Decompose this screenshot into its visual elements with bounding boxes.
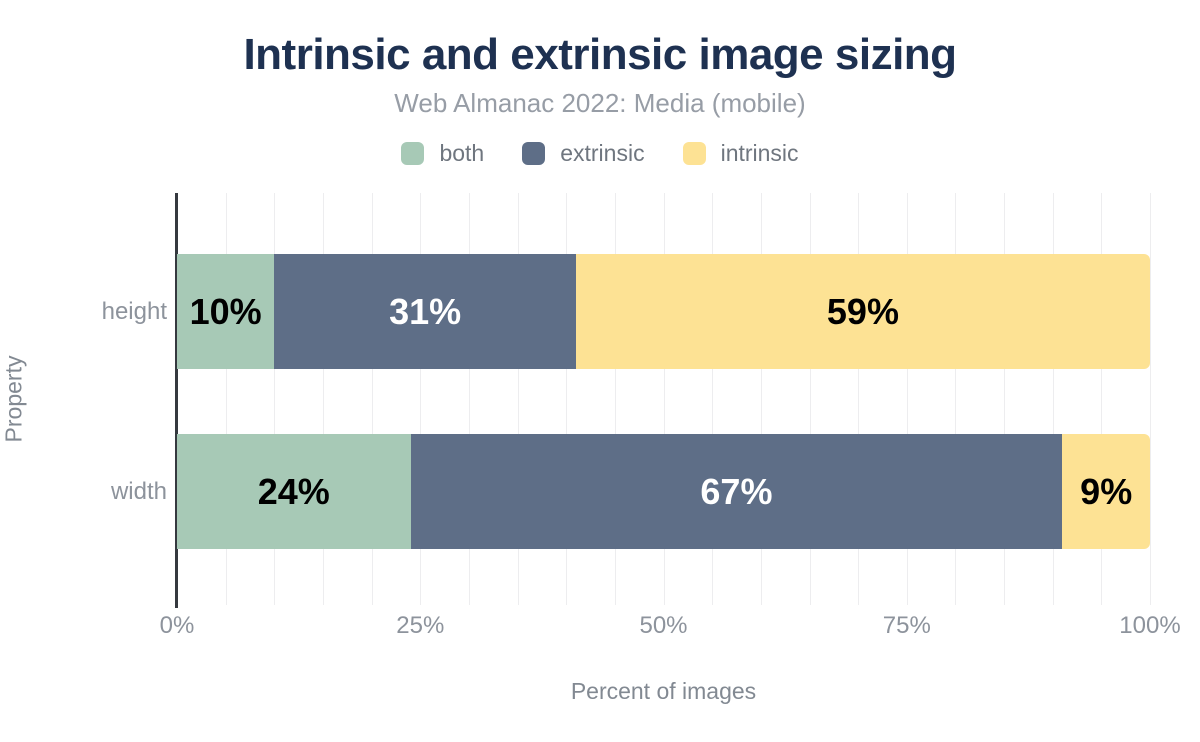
bar-segment-height-both: 10% bbox=[177, 254, 275, 369]
bar-height: 10% 31% 59% bbox=[177, 254, 1150, 369]
bar-segment-width-extrinsic: 67% bbox=[410, 434, 1063, 549]
x-tick-0: 0% bbox=[159, 612, 195, 639]
gridline-65 bbox=[809, 193, 811, 605]
legend-label: intrinsic bbox=[720, 140, 799, 166]
bar-segment-height-intrinsic: 59% bbox=[575, 254, 1150, 369]
bar-segment-width-both: 24% bbox=[177, 434, 411, 549]
chart-title: Intrinsic and extrinsic image sizing bbox=[243, 30, 957, 79]
legend-label: both bbox=[439, 140, 485, 166]
gridline-60 bbox=[760, 193, 762, 605]
chart-subtitle: Web Almanac 2022: Media (mobile) bbox=[394, 88, 806, 118]
gridline-15 bbox=[322, 193, 324, 605]
gridline-50 bbox=[663, 193, 665, 605]
gridline-80 bbox=[955, 193, 957, 605]
x-tick-50: 50% bbox=[639, 612, 688, 639]
legend-label: extrinsic bbox=[560, 140, 645, 166]
data-label: 59% bbox=[826, 290, 899, 332]
gridline-45 bbox=[614, 193, 616, 605]
legend-swatch-icon bbox=[522, 142, 546, 165]
data-label: 10% bbox=[189, 290, 262, 332]
y-axis-line bbox=[175, 193, 178, 608]
data-label: 9% bbox=[1080, 470, 1133, 512]
data-label: 31% bbox=[389, 290, 462, 332]
legend-swatch-icon bbox=[682, 142, 706, 165]
legend-item-extrinsic[interactable]: extrinsic bbox=[522, 140, 645, 167]
legend-item-intrinsic[interactable]: intrinsic bbox=[682, 140, 799, 167]
gridline-20 bbox=[371, 193, 373, 605]
gridline-35 bbox=[517, 193, 519, 605]
x-tick-75: 75% bbox=[882, 612, 931, 639]
gridline-25 bbox=[420, 193, 422, 605]
gridline-75 bbox=[906, 193, 908, 605]
gridline-5 bbox=[225, 193, 227, 605]
bar-segment-width-intrinsic: 9% bbox=[1062, 434, 1150, 549]
x-tick-25: 25% bbox=[396, 612, 445, 639]
gridline-30 bbox=[468, 193, 470, 605]
gridline-10 bbox=[274, 193, 276, 605]
gridline-85 bbox=[1004, 193, 1005, 605]
x-tick-100: 100% bbox=[1119, 612, 1181, 639]
legend-item-both[interactable]: both bbox=[401, 140, 484, 167]
gridline-100 bbox=[1150, 193, 1151, 605]
plot-area: 10% 31% 59% height 24% 67% 9% width 0% 25% 50% 75% 1… bbox=[102, 193, 1181, 639]
data-label: 67% bbox=[700, 470, 773, 512]
gridline-55 bbox=[712, 193, 714, 605]
category-label-height: height bbox=[101, 297, 167, 325]
gridline-95 bbox=[1101, 193, 1103, 605]
data-label: 24% bbox=[257, 470, 330, 512]
legend-swatch-icon bbox=[401, 142, 425, 165]
gridline-70 bbox=[858, 193, 860, 605]
legend: both extrinsic intrinsic bbox=[0, 140, 1200, 167]
category-label-width: width bbox=[110, 477, 167, 505]
bar-segment-height-extrinsic: 31% bbox=[274, 254, 576, 369]
y-axis-title-text: Property bbox=[0, 355, 27, 443]
bar-width: 24% 67% 9% bbox=[177, 434, 1150, 549]
gridline-90 bbox=[1052, 193, 1054, 605]
x-axis-title: Percent of images bbox=[570, 678, 757, 704]
gridline-40 bbox=[566, 193, 568, 605]
